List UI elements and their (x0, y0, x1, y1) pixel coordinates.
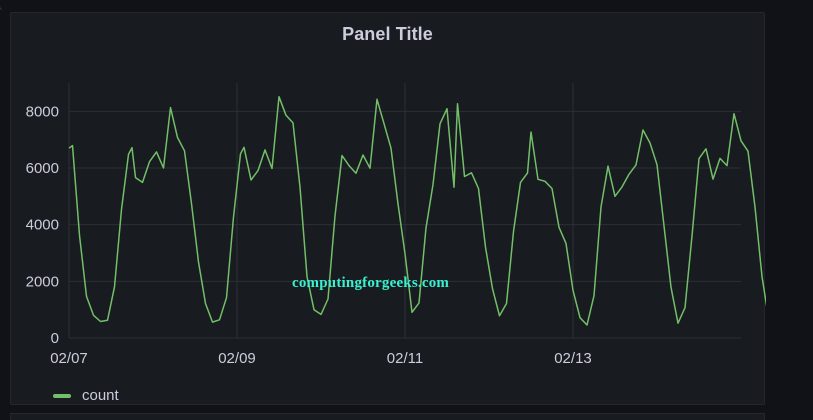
y-tick-label: 2000 (26, 273, 59, 290)
legend-label: count (82, 387, 119, 404)
chart-panel[interactable]: Panel Title 0 2000 4000 6000 8000 02/07 02/09… (10, 12, 766, 406)
legend-item-count[interactable]: count (53, 387, 119, 404)
watermark-text: computingforgeeks.com (292, 275, 450, 291)
panel-title[interactable]: Panel Title (342, 24, 433, 44)
next-panel-edge (10, 413, 765, 420)
y-tick-label: 4000 (26, 217, 59, 234)
y-tick-label: 6000 (26, 160, 59, 177)
y-tick-label: 8000 (26, 103, 59, 120)
x-axis: 02/07 02/09 02/11 02/13 (50, 350, 592, 367)
y-axis: 0 2000 4000 6000 8000 (26, 103, 59, 347)
series-layer (68, 95, 766, 326)
x-tick-label: 02/13 (554, 350, 592, 367)
series-line-count[interactable] (68, 95, 766, 326)
y-tick-label: 0 (51, 330, 59, 347)
collapse-row-icon[interactable] (0, 0, 8, 10)
timeseries-chart[interactable]: 0 2000 4000 6000 8000 02/07 02/09 02/11 02/13 (11, 13, 766, 406)
grid-lines (68, 83, 741, 339)
x-tick-label: 02/09 (218, 350, 256, 367)
x-tick-label: 02/11 (387, 350, 423, 367)
legend-swatch (53, 393, 71, 398)
x-tick-label: 02/07 (50, 350, 88, 367)
